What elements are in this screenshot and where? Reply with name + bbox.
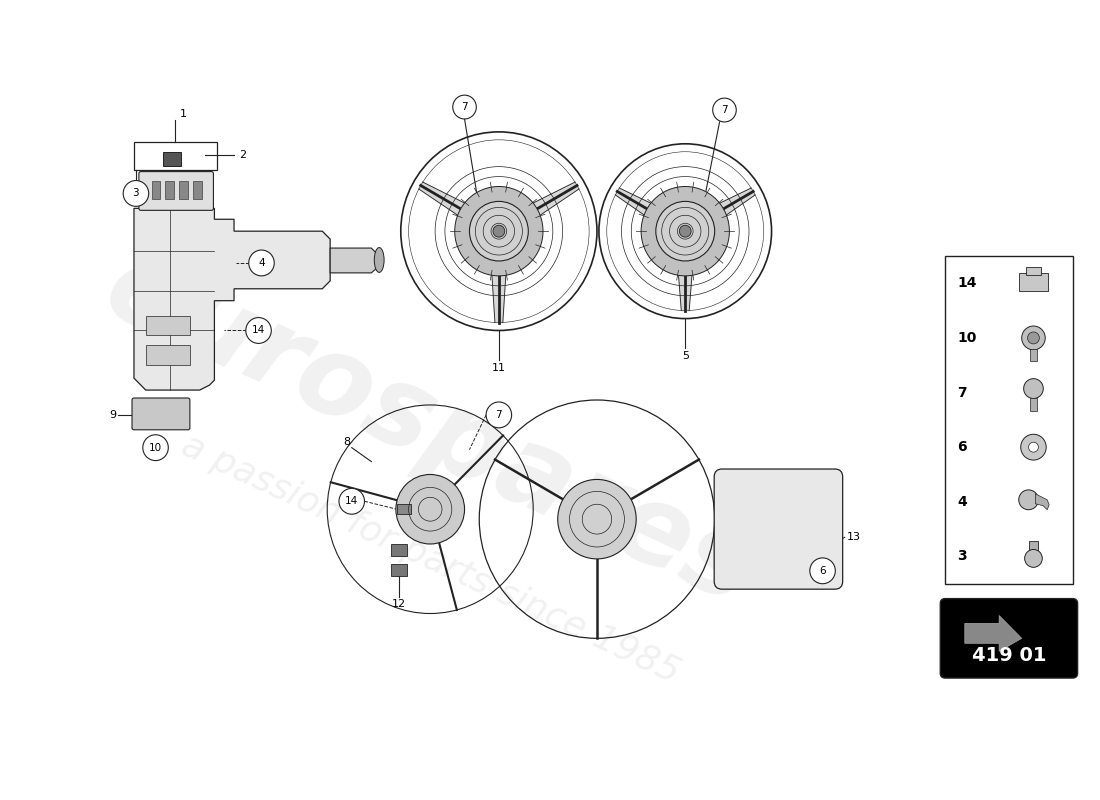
Text: 7: 7	[496, 410, 503, 420]
Bar	[390, 544, 407, 556]
Text: 14: 14	[345, 496, 359, 506]
Text: 10: 10	[148, 442, 162, 453]
Bar	[1030, 398, 1037, 411]
Circle shape	[558, 479, 636, 559]
Text: 2: 2	[239, 150, 246, 160]
Circle shape	[339, 488, 364, 514]
Bar	[397, 504, 410, 514]
FancyBboxPatch shape	[132, 398, 190, 430]
Circle shape	[249, 250, 274, 276]
Text: 6: 6	[820, 566, 826, 576]
Text: 3: 3	[957, 550, 967, 563]
Polygon shape	[965, 615, 1022, 651]
Circle shape	[396, 474, 464, 544]
Polygon shape	[1035, 494, 1049, 510]
Circle shape	[1021, 434, 1046, 460]
Circle shape	[1019, 490, 1038, 510]
Text: 3: 3	[133, 189, 140, 198]
Polygon shape	[419, 182, 477, 223]
Circle shape	[1028, 442, 1038, 452]
Text: eurospares: eurospares	[89, 233, 771, 626]
Circle shape	[493, 226, 505, 237]
Bar	[134, 142, 218, 170]
Text: 1: 1	[180, 109, 187, 119]
Text: 6: 6	[957, 440, 967, 454]
FancyBboxPatch shape	[940, 598, 1078, 678]
Circle shape	[245, 318, 272, 343]
Circle shape	[454, 186, 543, 276]
Polygon shape	[491, 261, 507, 322]
Bar	[390, 564, 407, 576]
Circle shape	[810, 558, 835, 584]
Text: 13: 13	[847, 532, 861, 542]
Bar	[1019, 274, 1048, 291]
Circle shape	[656, 202, 715, 261]
Text: 5: 5	[682, 351, 689, 362]
Text: 7: 7	[957, 386, 967, 399]
Polygon shape	[678, 261, 693, 310]
Text: 9: 9	[109, 410, 117, 420]
Text: 7: 7	[461, 102, 468, 112]
Circle shape	[1024, 550, 1043, 567]
Bar	[1028, 541, 1038, 554]
Text: 419 01: 419 01	[971, 646, 1046, 665]
Circle shape	[1027, 332, 1040, 344]
Text: 11: 11	[492, 363, 506, 374]
Ellipse shape	[374, 247, 384, 272]
Circle shape	[453, 95, 476, 119]
Circle shape	[123, 181, 148, 206]
Polygon shape	[520, 182, 579, 223]
Bar	[1030, 349, 1037, 361]
Bar	[152, 181, 161, 199]
Circle shape	[1022, 326, 1045, 350]
Text: 7: 7	[722, 105, 728, 115]
Bar	[192, 181, 201, 199]
Bar	[179, 181, 188, 199]
Polygon shape	[615, 188, 663, 223]
Polygon shape	[707, 188, 756, 223]
Circle shape	[1024, 378, 1043, 398]
Bar	[145, 315, 190, 335]
Bar	[165, 181, 174, 199]
Text: 12: 12	[392, 598, 406, 609]
Polygon shape	[330, 248, 380, 273]
Text: 14: 14	[252, 326, 265, 335]
Circle shape	[470, 202, 528, 261]
FancyBboxPatch shape	[714, 469, 843, 589]
Circle shape	[641, 186, 729, 276]
Text: a passion for parts since 1985: a passion for parts since 1985	[176, 428, 685, 690]
Text: 10: 10	[957, 331, 977, 345]
Text: 8: 8	[343, 437, 351, 446]
Circle shape	[713, 98, 736, 122]
FancyBboxPatch shape	[139, 171, 213, 210]
Bar	[1025, 267, 1042, 275]
Bar	[164, 152, 182, 166]
Polygon shape	[134, 208, 330, 390]
Text: 14: 14	[957, 276, 977, 290]
Circle shape	[680, 226, 691, 237]
Circle shape	[486, 402, 512, 428]
Bar	[945, 256, 1072, 584]
Text: 4: 4	[957, 494, 967, 509]
Bar	[145, 346, 190, 366]
Circle shape	[143, 434, 168, 461]
Text: 4: 4	[258, 258, 265, 268]
